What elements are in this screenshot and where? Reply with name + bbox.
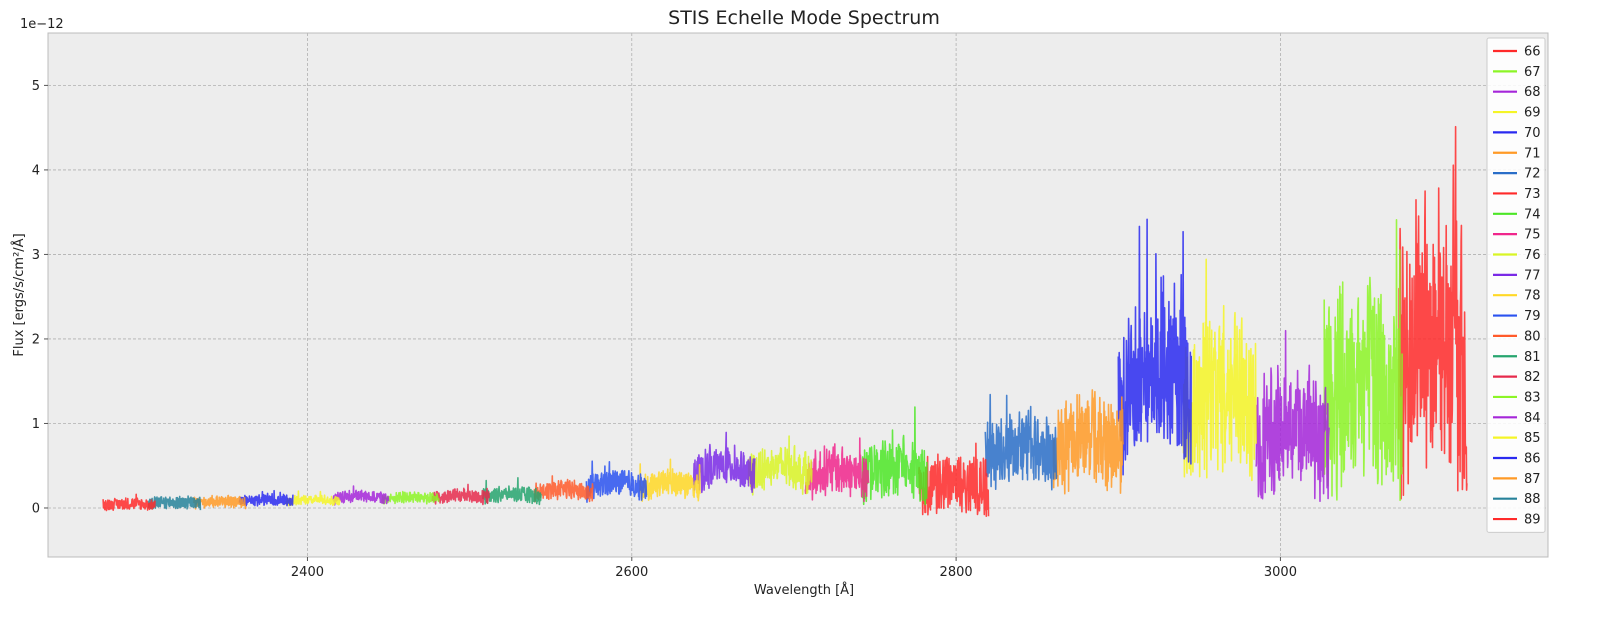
plot-frame xyxy=(47,32,1549,558)
series-line-69 xyxy=(1182,258,1257,482)
series-line-86 xyxy=(238,489,294,507)
y-tick-label: 2 xyxy=(32,332,40,347)
series-line-87 xyxy=(193,494,247,510)
legend-label-77: 77 xyxy=(1524,268,1541,283)
series-line-85 xyxy=(285,490,341,507)
legend-label-71: 71 xyxy=(1524,146,1541,161)
series-line-70 xyxy=(1117,218,1192,476)
series-line-84 xyxy=(332,485,390,506)
y-tick-label: 0 xyxy=(32,501,40,516)
legend-label-85: 85 xyxy=(1524,431,1541,446)
series-line-80 xyxy=(533,475,594,503)
legend: 66 67 68 69 70 71 72 73 74 75 76 77 78 79 80 81 82 83 84 85… xyxy=(1486,37,1546,533)
legend-label-82: 82 xyxy=(1524,370,1541,385)
y-tick-label: 4 xyxy=(32,163,40,178)
series-group xyxy=(102,125,1468,517)
legend-label-89: 89 xyxy=(1524,513,1541,528)
legend-label-84: 84 xyxy=(1524,411,1541,426)
legend-label-68: 68 xyxy=(1524,85,1541,100)
x-tick-label: 2400 xyxy=(291,565,324,580)
x-tick-label: 2600 xyxy=(615,565,648,580)
legend-label-70: 70 xyxy=(1524,126,1541,141)
legend-label-67: 67 xyxy=(1524,65,1541,80)
legend-label-88: 88 xyxy=(1524,492,1541,507)
series-line-66 xyxy=(1398,125,1468,500)
series-line-75 xyxy=(804,437,870,503)
legend-label-75: 75 xyxy=(1524,228,1541,243)
chart-title: STIS Echelle Mode Spectrum xyxy=(668,7,940,29)
legend-label-81: 81 xyxy=(1524,350,1541,365)
y-tick-label: 1 xyxy=(32,417,40,432)
legend-label-83: 83 xyxy=(1524,390,1541,405)
legend-label-87: 87 xyxy=(1524,472,1541,487)
y-tick-label: 3 xyxy=(32,248,40,263)
legend-label-78: 78 xyxy=(1524,289,1541,304)
y-offset-label: 1e−12 xyxy=(20,17,64,32)
legend-label-73: 73 xyxy=(1524,187,1541,202)
y-tick-label: 5 xyxy=(32,79,40,94)
series-line-88 xyxy=(147,495,202,511)
legend-label-69: 69 xyxy=(1524,106,1541,121)
y-ticks: 0 1 2 3 4 5 xyxy=(32,79,48,516)
legend-label-72: 72 xyxy=(1524,167,1541,182)
x-ticks: 2400 2600 2800 3000 xyxy=(291,557,1297,580)
series-line-81 xyxy=(481,477,542,506)
legend-label-80: 80 xyxy=(1524,329,1541,344)
legend-label-74: 74 xyxy=(1524,207,1541,222)
legend-label-79: 79 xyxy=(1524,309,1541,324)
series-line-67 xyxy=(1323,219,1403,502)
series-line-83 xyxy=(381,490,440,505)
x-tick-label: 3000 xyxy=(1264,565,1297,580)
series-line-76 xyxy=(747,435,813,496)
legend-label-66: 66 xyxy=(1524,45,1541,60)
series-line-89 xyxy=(102,493,156,512)
series-line-72 xyxy=(984,393,1058,491)
legend-label-76: 76 xyxy=(1524,248,1541,263)
series-line-79 xyxy=(585,460,648,503)
legend-box xyxy=(1486,37,1546,533)
series-line-74 xyxy=(861,406,928,506)
series-line-68 xyxy=(1255,329,1330,502)
legend-label-86: 86 xyxy=(1524,452,1541,467)
series-line-82 xyxy=(431,483,490,506)
series-line-78 xyxy=(639,458,701,502)
y-axis-title: Flux [ergs/s/cm²/Å] xyxy=(11,233,27,356)
x-tick-label: 2800 xyxy=(940,565,973,580)
series-line-77 xyxy=(692,431,756,494)
series-line-73 xyxy=(918,442,990,517)
x-axis-title: Wavelength [Å] xyxy=(754,582,854,598)
series-line-71 xyxy=(1052,389,1124,495)
